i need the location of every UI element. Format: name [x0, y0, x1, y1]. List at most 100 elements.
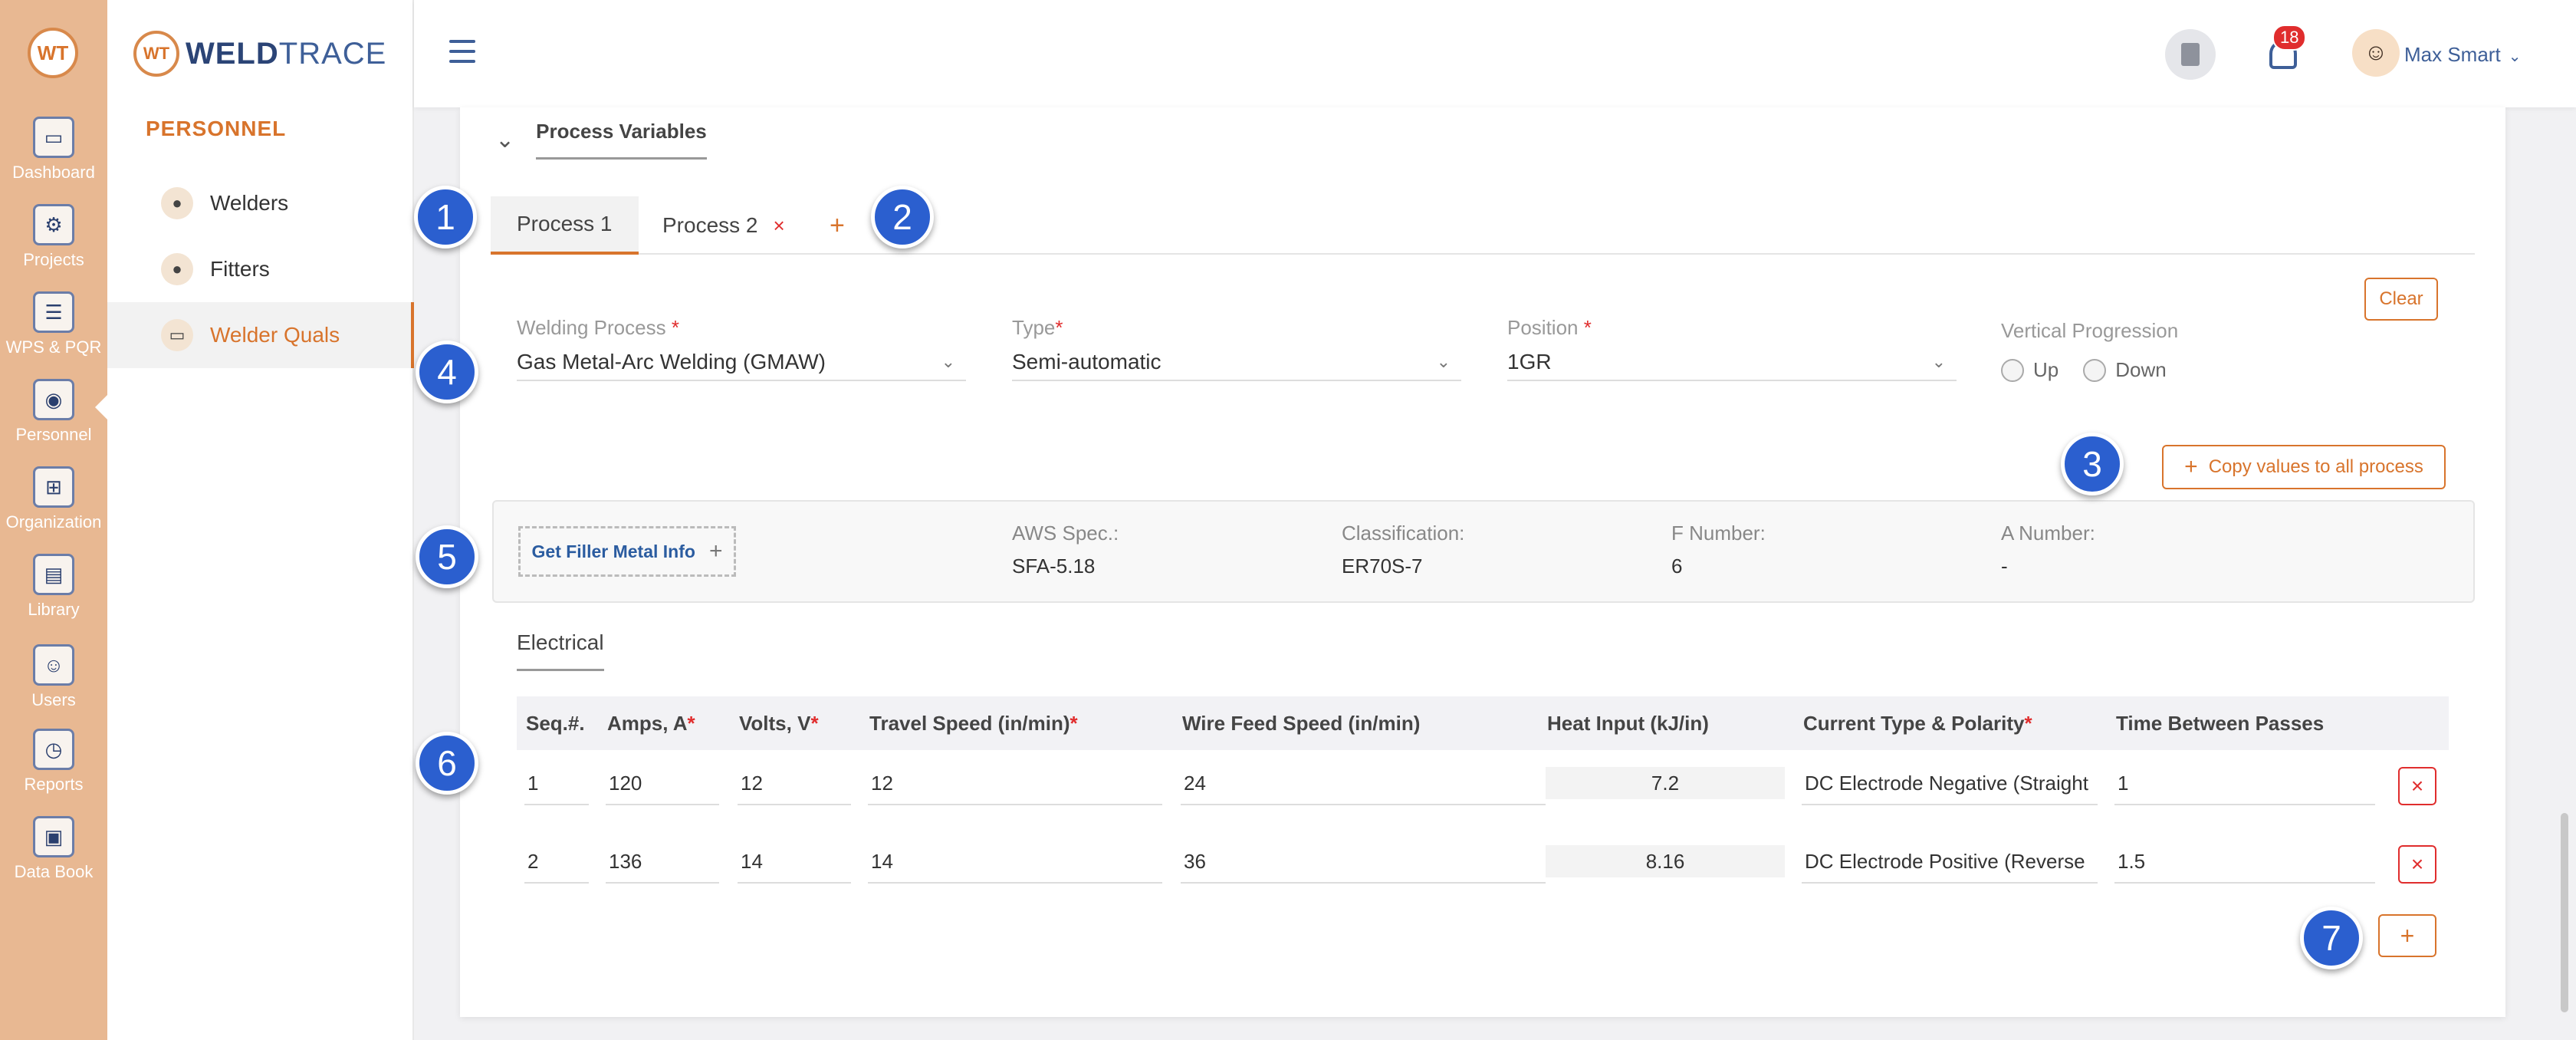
row1-travel-speed[interactable]: 12 — [868, 762, 1162, 805]
chevron-down-icon: ⌄ — [941, 352, 955, 371]
radio-down[interactable] — [2083, 358, 2107, 382]
filler-a-number: A Number: - — [2001, 522, 2095, 578]
field-value[interactable]: Gas Metal-Arc Welding (GMAW) ⌄ — [517, 344, 966, 381]
add-row-button[interactable]: + — [2378, 914, 2436, 957]
rail-item-library[interactable]: ▤ Library — [0, 554, 107, 620]
sidebar-item-welders[interactable]: ● Welders — [107, 170, 414, 236]
rail-label: Library — [28, 600, 80, 619]
field-label: Welding Process * — [517, 316, 679, 339]
rail-item-dashboard[interactable]: ▭ Dashboard — [0, 117, 107, 183]
electrical-table-header: Seq.#. Amps, A * Volts, V * Travel Speed (… — [517, 696, 2449, 750]
notification-badge: 18 — [2272, 25, 2307, 51]
app-logo-icon[interactable]: WT — [28, 28, 78, 78]
rail-item-organization[interactable]: ⊞ Organization — [0, 466, 107, 532]
position-select[interactable]: Position * 1GR ⌄ — [1507, 316, 1957, 381]
radio-up[interactable] — [2001, 358, 2024, 382]
col-time-between: Time Between Passes — [2116, 711, 2325, 735]
data-book-icon: ▣ — [33, 816, 74, 857]
row2-time-between[interactable]: 1.5 — [2114, 841, 2375, 884]
tab-process-1[interactable]: Process 1 — [491, 196, 639, 255]
col-volts: Volts, V * — [739, 711, 819, 735]
clipboard-gear-icon: ☰ — [33, 291, 74, 333]
clear-button[interactable]: Clear — [2364, 278, 2438, 321]
bell-icon[interactable]: 18 — [2263, 25, 2309, 77]
type-select[interactable]: Type* Semi-automatic ⌄ — [1012, 316, 1461, 381]
sidebar-heading: PERSONNEL — [146, 117, 287, 140]
close-icon[interactable]: × — [773, 213, 785, 237]
brand-name-part2: TRACE — [278, 36, 387, 71]
app-rail: WT ▭ Dashboard ⚙ Projects ☰ WPS & PQR ◉ Pers… — [0, 0, 107, 1040]
rail-item-projects[interactable]: ⚙ Projects — [0, 204, 107, 270]
row2-wire-feed[interactable]: 36 — [1181, 841, 1546, 884]
copy-values-button[interactable]: + Copy values to all process — [2162, 445, 2446, 489]
row2-current-type[interactable]: DC Electrode Positive (Reverse — [1802, 841, 2098, 884]
rail-label: Users — [31, 690, 76, 709]
document-icon[interactable] — [2165, 29, 2216, 80]
avatar[interactable]: ☺ — [2352, 29, 2400, 77]
plus-icon: + — [2184, 454, 2198, 479]
filler-classification: Classification: ER70S-7 — [1342, 522, 1465, 578]
section-header[interactable]: ⌄ Process Variables — [495, 120, 707, 160]
scrollbar-thumb[interactable] — [2561, 813, 2568, 1012]
row1-heat-input: 7.2 — [1546, 767, 1785, 799]
sidebar-item-welder-quals[interactable]: ▭ Welder Quals — [107, 302, 414, 368]
rail-item-personnel[interactable]: ◉ Personnel — [0, 379, 107, 445]
welding-process-select[interactable]: Welding Process * Gas Metal-Arc Welding … — [517, 316, 966, 381]
delete-row-button[interactable]: × — [2398, 767, 2436, 805]
rail-item-wps-pqr[interactable]: ☰ WPS & PQR — [0, 291, 107, 357]
rail-label: Organization — [5, 512, 102, 532]
row2-volts[interactable]: 14 — [738, 841, 851, 884]
row1-volts[interactable]: 12 — [738, 762, 851, 805]
row1-current-type[interactable]: DC Electrode Negative (Straight — [1802, 762, 2098, 805]
row2-travel-speed[interactable]: 14 — [868, 841, 1162, 884]
get-filler-metal-button[interactable]: Get Filler Metal Info + — [518, 526, 736, 577]
field-value[interactable]: 1GR ⌄ — [1507, 344, 1957, 381]
add-process-button[interactable]: + — [830, 210, 845, 240]
tab-electrical[interactable]: Electrical — [517, 630, 604, 671]
col-amps: Amps, A * — [607, 711, 695, 735]
chevron-down-icon[interactable]: ⌄ — [495, 127, 515, 153]
process-variables-card: ⌄ Process Variables Process 1 Process 2 ×… — [460, 107, 2505, 1017]
row1-time-between[interactable]: 1 — [2114, 762, 2375, 805]
users-icon: ☺ — [33, 644, 74, 686]
rail-item-users[interactable]: ☺ Users — [0, 644, 107, 710]
filler-aws-spec: AWS Spec.: SFA-5.18 — [1012, 522, 1119, 578]
annotation-marker-4: 4 — [416, 341, 478, 403]
col-seq: Seq.#. — [526, 711, 585, 735]
welder-mask-icon: ◉ — [33, 379, 74, 420]
brand-logo[interactable]: WT WELDTRACE — [133, 31, 386, 77]
rail-item-data-book[interactable]: ▣ Data Book — [0, 816, 107, 882]
filler-metal-panel: Get Filler Metal Info + AWS Spec.: SFA-5.1… — [492, 500, 2475, 603]
tab-process-2[interactable]: Process 2 × — [662, 196, 785, 255]
user-menu[interactable]: Max Smart ⌄ — [2404, 43, 2521, 67]
field-value[interactable]: Semi-automatic ⌄ — [1012, 344, 1461, 381]
hamburger-menu-icon[interactable] — [449, 40, 475, 63]
annotation-marker-2: 2 — [871, 186, 934, 248]
button-label: Copy values to all process — [2208, 456, 2423, 477]
plus-icon: + — [2400, 921, 2415, 949]
certificate-icon: ▭ — [161, 319, 193, 351]
col-current-type: Current Type & Polarity * — [1803, 711, 2032, 735]
vertical-progression-options: Up Down — [2001, 358, 2323, 382]
rail-item-reports[interactable]: ◷ Reports — [0, 729, 107, 795]
col-heat-input: Heat Input (kJ/in) — [1547, 711, 1709, 735]
rail-label: Dashboard — [12, 163, 95, 182]
row1-amps[interactable]: 120 — [606, 762, 719, 805]
row2-seq[interactable]: 2 — [524, 841, 589, 884]
library-icon: ▤ — [33, 554, 74, 595]
row1-wire-feed[interactable]: 24 — [1181, 762, 1546, 805]
brand-name: WELDTRACE — [186, 37, 386, 71]
row2-amps[interactable]: 136 — [606, 841, 719, 884]
sidebar-item-fitters[interactable]: ● Fitters — [107, 236, 414, 302]
col-travel-speed: Travel Speed (in/min) * — [869, 711, 1078, 735]
col-wire-feed: Wire Feed Speed (in/min) — [1182, 711, 1421, 735]
annotation-marker-1: 1 — [414, 186, 477, 248]
annotation-marker-3: 3 — [2061, 433, 2124, 495]
org-chart-icon: ⊞ — [33, 466, 74, 508]
row1-seq[interactable]: 1 — [524, 762, 589, 805]
sidebar-item-label: Fitters — [210, 257, 270, 281]
top-bar: 18 ☺ Max Smart ⌄ — [414, 0, 2576, 107]
close-icon: × — [2410, 774, 2424, 798]
delete-row-button[interactable]: × — [2398, 845, 2436, 884]
rail-label: Projects — [23, 250, 84, 269]
